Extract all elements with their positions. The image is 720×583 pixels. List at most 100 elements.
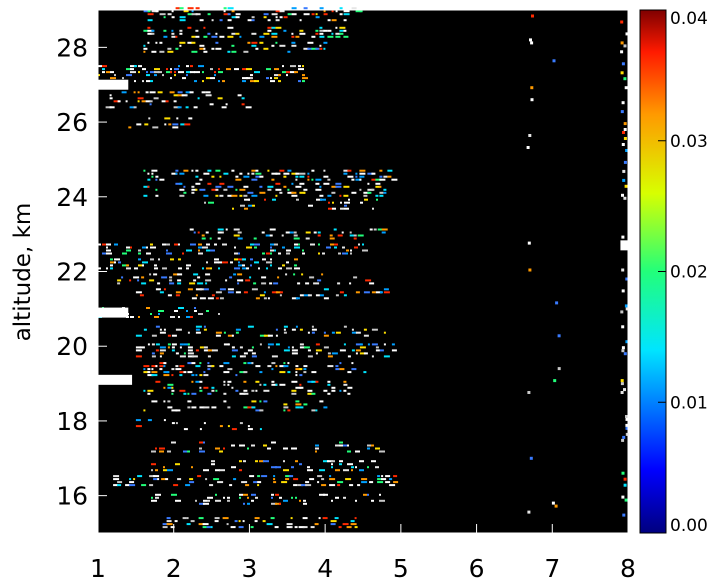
heatmap-cell	[303, 365, 308, 368]
heatmap-cell	[227, 185, 234, 188]
heatmap-cell	[255, 460, 258, 463]
heatmap-cell	[202, 71, 204, 74]
heatmap-cell	[323, 334, 329, 337]
heatmap-cell	[620, 391, 624, 394]
heatmap-cell	[238, 258, 244, 261]
heatmap-cell	[147, 41, 150, 44]
heatmap-cell	[135, 419, 141, 422]
heatmap-cell	[151, 29, 155, 32]
heatmap-cell	[141, 484, 147, 487]
heatmap-cell	[175, 463, 180, 466]
heatmap-cell	[198, 517, 204, 520]
heatmap-cell	[247, 362, 254, 365]
heatmap-cell	[219, 35, 225, 38]
heatmap-cell	[295, 496, 297, 499]
heatmap-cell	[155, 493, 161, 496]
heatmap-cell	[234, 267, 240, 270]
heatmap-cell	[231, 466, 236, 469]
heatmap-cell	[309, 478, 315, 481]
heatmap-cell	[191, 50, 198, 53]
heatmap-cell	[299, 19, 302, 22]
heatmap-cell	[527, 391, 531, 394]
heatmap-cell	[298, 80, 301, 83]
heatmap-cell	[621, 349, 625, 353]
heatmap-cell	[335, 496, 339, 499]
heatmap-cell	[183, 371, 187, 374]
heatmap-cell	[227, 380, 232, 383]
heatmap-cell	[206, 243, 210, 246]
heatmap-cell	[163, 328, 166, 331]
heatmap-cell	[275, 383, 278, 386]
heatmap-cell	[225, 279, 228, 282]
heatmap-cell	[235, 13, 241, 16]
heatmap-cell	[205, 478, 208, 481]
heatmap-cell	[283, 328, 286, 331]
heatmap-cell	[211, 35, 218, 38]
heatmap-cell	[275, 194, 278, 197]
heatmap-cell	[199, 178, 203, 181]
heatmap-cell	[247, 406, 254, 409]
heatmap-cell	[279, 496, 282, 499]
heatmap-cell	[350, 252, 352, 255]
heatmap-cell	[623, 122, 627, 126]
heatmap-cell	[353, 234, 357, 237]
heatmap-cell	[355, 466, 357, 469]
heatmap-cell	[144, 123, 149, 126]
heatmap-cell	[625, 307, 629, 311]
heatmap-cell	[232, 207, 234, 210]
heatmap-cell	[367, 172, 374, 175]
heatmap-cell	[214, 243, 217, 246]
heatmap-cell	[295, 35, 300, 38]
heatmap-cell	[623, 44, 627, 48]
heatmap-cell	[259, 334, 266, 337]
heatmap-cell	[171, 389, 175, 392]
heatmap-cell	[315, 13, 318, 16]
heatmap-cell	[303, 346, 310, 349]
heatmap-cell	[207, 13, 211, 16]
heatmap-cell	[195, 331, 201, 334]
heatmap-cell	[164, 123, 167, 126]
heatmap-cell	[214, 520, 219, 523]
heatmap-cell	[250, 243, 256, 246]
heatmap-cell	[143, 371, 150, 374]
heatmap-cell	[185, 106, 189, 109]
heatmap-cell	[155, 469, 158, 472]
heatmap-cell	[251, 400, 257, 403]
heatmap-cell	[357, 234, 364, 237]
heatmap-cell	[624, 86, 628, 90]
heatmap-cell	[283, 175, 287, 178]
heatmap-cell	[175, 365, 179, 368]
heatmap-cell	[307, 172, 310, 175]
heatmap-cell	[163, 386, 166, 389]
heatmap-cell	[141, 276, 145, 279]
heatmap-cell	[293, 273, 296, 276]
heatmap-cell	[134, 65, 137, 68]
heatmap-cell	[242, 80, 246, 83]
heatmap-cell	[625, 417, 629, 421]
heatmap-cell	[171, 16, 175, 19]
heatmap-cell	[163, 371, 169, 374]
heatmap-cell	[319, 44, 322, 47]
heatmap-cell	[130, 316, 134, 318]
heatmap-cell	[151, 374, 158, 377]
heatmap-cell	[238, 261, 240, 264]
heatmap-cell	[195, 169, 199, 172]
heatmap-cell	[279, 44, 286, 47]
heatmap-cell	[320, 198, 326, 201]
heatmap-cell	[219, 288, 226, 291]
heatmap-cell	[379, 191, 384, 194]
heatmap-cell	[294, 243, 300, 246]
heatmap-cell	[180, 123, 186, 126]
heatmap-cell	[247, 325, 254, 328]
heatmap-cell	[295, 178, 298, 181]
heatmap-cell	[251, 172, 255, 175]
heatmap-cell	[135, 291, 142, 294]
heatmap-cell	[195, 328, 200, 331]
heatmap-cell	[241, 481, 248, 484]
heatmap-cell	[250, 264, 252, 267]
heatmap-cell	[625, 423, 629, 427]
heatmap-cell	[203, 328, 207, 331]
heatmap-cell	[385, 481, 391, 484]
heatmap-cell	[227, 288, 234, 291]
